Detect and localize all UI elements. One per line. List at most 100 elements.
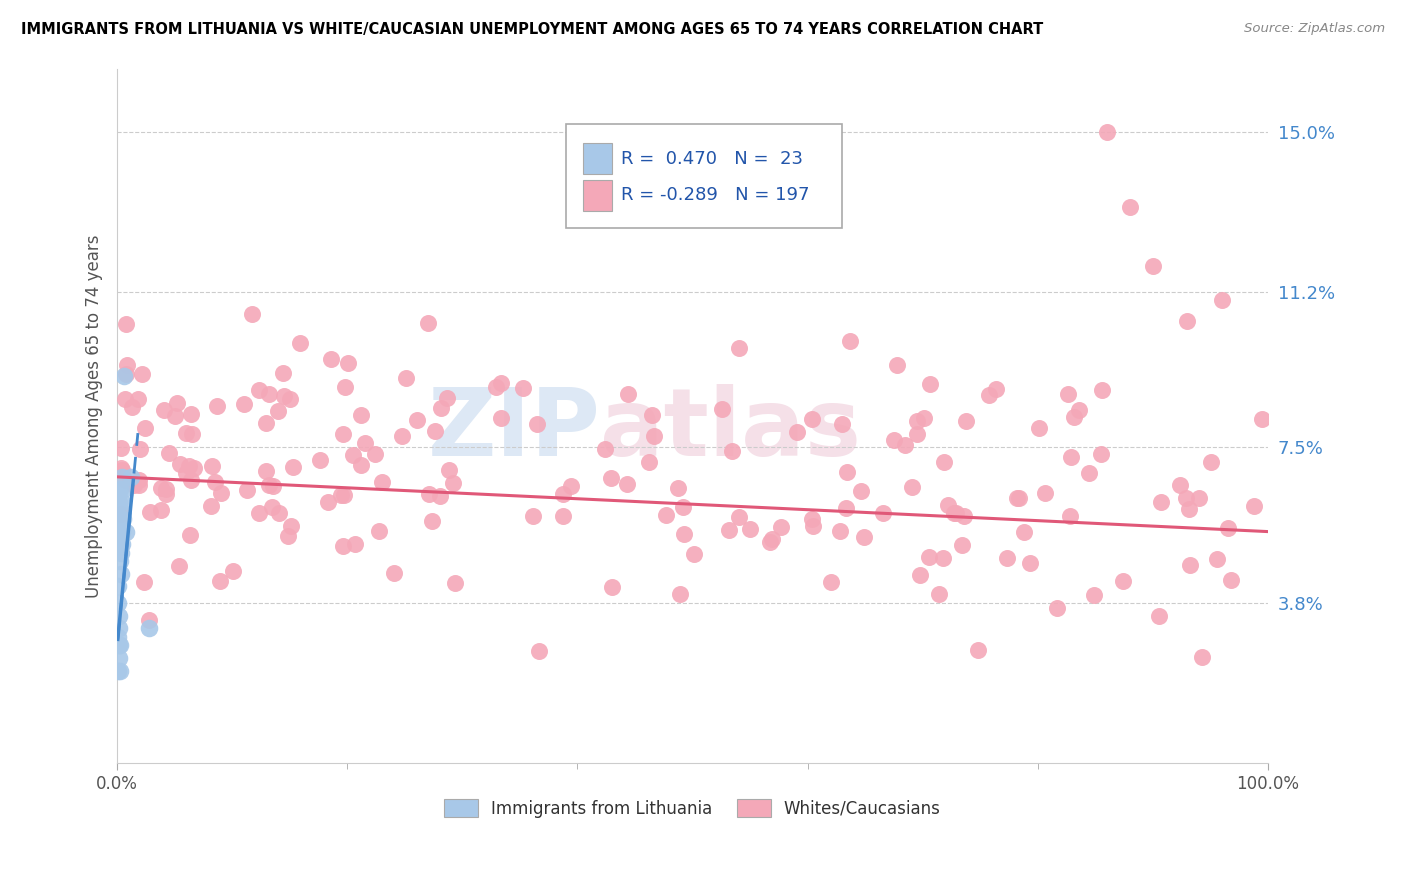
Point: [121, 401, 143, 415]
Point: [955, 414, 977, 428]
Point: [169, 457, 191, 471]
Point: [111, 470, 134, 484]
Point: [152, 403, 174, 417]
Point: [600, 471, 623, 485]
Point: [201, 459, 224, 474]
Point: [1147, 609, 1170, 624]
Point: [966, 643, 988, 657]
Point: [107, 651, 129, 665]
Point: [111, 512, 134, 526]
Point: [368, 524, 391, 538]
Point: [242, 307, 264, 321]
Point: [641, 409, 664, 423]
Point: [110, 524, 132, 539]
Point: [429, 489, 451, 503]
Point: [332, 426, 354, 441]
Point: [236, 483, 259, 497]
Point: [522, 509, 544, 524]
Point: [209, 485, 232, 500]
Point: [138, 613, 160, 627]
Point: [108, 638, 131, 652]
Y-axis label: Unemployment Among Ages 65 to 74 years: Unemployment Among Ages 65 to 74 years: [86, 234, 103, 598]
Point: [1046, 601, 1069, 615]
Point: [1174, 491, 1197, 505]
Point: [107, 664, 129, 678]
Text: atlas: atlas: [600, 384, 862, 475]
Point: [527, 644, 550, 658]
Point: [977, 387, 1000, 401]
Point: [444, 575, 467, 590]
Point: [710, 402, 733, 417]
Point: [1091, 384, 1114, 398]
Point: [672, 500, 695, 514]
Point: [638, 455, 661, 469]
Point: [127, 392, 149, 406]
Point: [115, 367, 138, 381]
Point: [761, 532, 783, 546]
Point: [131, 367, 153, 381]
Point: [920, 377, 942, 392]
Point: [905, 427, 928, 442]
Point: [831, 417, 853, 432]
Point: [177, 459, 200, 474]
Point: [111, 537, 134, 551]
Point: [953, 509, 976, 524]
Point: [120, 470, 142, 484]
Point: [643, 428, 665, 442]
Point: [332, 539, 354, 553]
Point: [179, 528, 201, 542]
Point: [512, 381, 534, 395]
Text: R =  0.470   N =  23: R = 0.470 N = 23: [621, 150, 803, 168]
Point: [319, 351, 342, 366]
Point: [932, 550, 955, 565]
Point: [430, 401, 453, 415]
Point: [1057, 386, 1080, 401]
Point: [281, 459, 304, 474]
Point: [316, 495, 339, 509]
Point: [489, 376, 512, 390]
Point: [668, 587, 690, 601]
Point: [437, 463, 460, 477]
Point: [128, 478, 150, 492]
Point: [108, 512, 131, 526]
Point: [1216, 521, 1239, 535]
Text: Source: ZipAtlas.com: Source: ZipAtlas.com: [1244, 22, 1385, 36]
Point: [828, 524, 851, 539]
Point: [894, 437, 917, 451]
Point: [526, 417, 548, 431]
Point: [132, 575, 155, 590]
Point: [157, 446, 180, 460]
Point: [560, 479, 582, 493]
Point: [1188, 491, 1211, 506]
Point: [205, 399, 228, 413]
Point: [110, 467, 132, 482]
Point: [138, 622, 160, 636]
Point: [616, 476, 638, 491]
Point: [333, 380, 356, 394]
Point: [786, 425, 808, 439]
Point: [1251, 411, 1274, 425]
Point: [1219, 573, 1241, 587]
Point: [1243, 499, 1265, 513]
Point: [247, 506, 270, 520]
Point: [801, 412, 824, 426]
Point: [174, 466, 197, 480]
Point: [835, 465, 858, 479]
Point: [208, 574, 231, 589]
Point: [343, 537, 366, 551]
Point: [835, 500, 858, 515]
Point: [740, 522, 762, 536]
Point: [183, 461, 205, 475]
Point: [905, 414, 928, 428]
Point: [329, 487, 352, 501]
Point: [728, 509, 751, 524]
Point: [149, 503, 172, 517]
Point: [277, 529, 299, 543]
Point: [901, 480, 924, 494]
Point: [337, 356, 360, 370]
Point: [420, 514, 443, 528]
Point: [593, 442, 616, 456]
Text: R = -0.289   N = 197: R = -0.289 N = 197: [621, 186, 810, 204]
Point: [108, 638, 131, 652]
Point: [917, 549, 939, 564]
